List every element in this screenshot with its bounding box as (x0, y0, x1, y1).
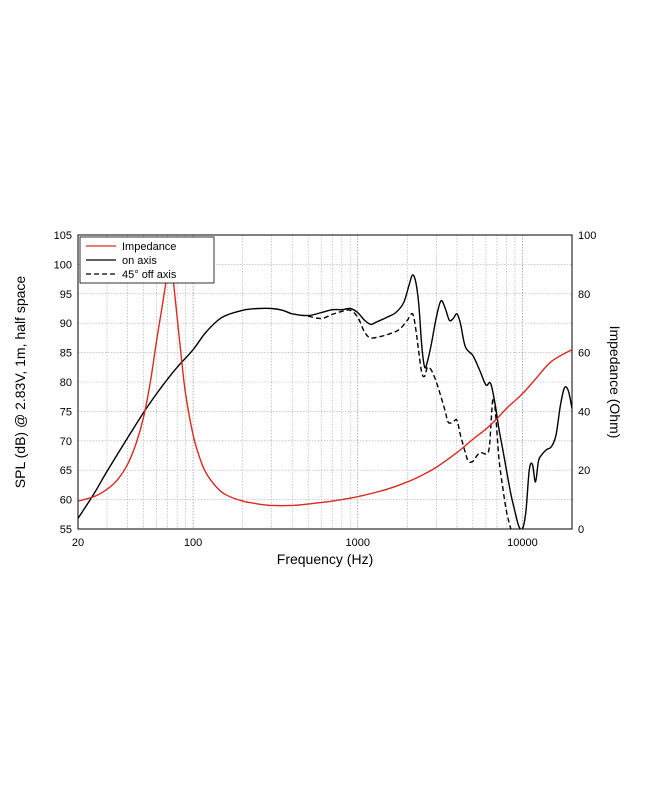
y-tick-label: 60 (60, 495, 72, 507)
y2-tick-label: 20 (578, 465, 590, 477)
legend-label-off-axis: 45° off axis (122, 269, 177, 281)
y2-tick-label: 40 (578, 406, 590, 418)
y-tick-label: 90 (60, 318, 72, 330)
y2-tick-label: 60 (578, 348, 590, 360)
y-tick-label: 55 (60, 524, 72, 536)
series-layer (78, 260, 572, 529)
y-tick-label: 75 (60, 406, 72, 418)
plot-frame (77, 234, 573, 530)
grid (78, 235, 572, 529)
x-tick-label: 1000 (346, 537, 370, 549)
x-tick-label: 10000 (507, 537, 538, 549)
y2-tick-label: 0 (578, 524, 584, 536)
y2-tick-label: 80 (578, 289, 590, 301)
y-tick-label: 95 (60, 289, 72, 301)
y-tick-label: 65 (60, 465, 72, 477)
y-tick-label: 80 (60, 377, 72, 389)
legend: Impedance on axis 45° off axis (79, 236, 215, 284)
y-tick-label: 85 (60, 348, 72, 360)
y-tick-label: 100 (54, 259, 72, 271)
x-tick-label: 100 (184, 537, 202, 549)
x-tick-label: 20 (72, 537, 84, 549)
legend-label-on-axis: on axis (122, 255, 157, 267)
ticks-layer: 55 60 65 70 75 80 85 90 95 100 105 0 20 40 60 80 100 20 10… (54, 230, 597, 549)
legend-label-impedance: Impedance (122, 241, 176, 253)
series-on-axis-line (78, 274, 572, 529)
x-axis-title: Frequency (Hz) (277, 551, 373, 567)
y-tick-label: 105 (54, 230, 72, 242)
y2-axis-title: Impedance (Ohm) (607, 326, 623, 439)
y-axis-title: SPL (dB) @ 2.83V, 1m, half space (12, 276, 28, 489)
y2-tick-label: 100 (578, 230, 596, 242)
series-impedance-line (78, 260, 572, 507)
series-45-off-axis-line (308, 309, 512, 529)
y-tick-label: 70 (60, 436, 72, 448)
